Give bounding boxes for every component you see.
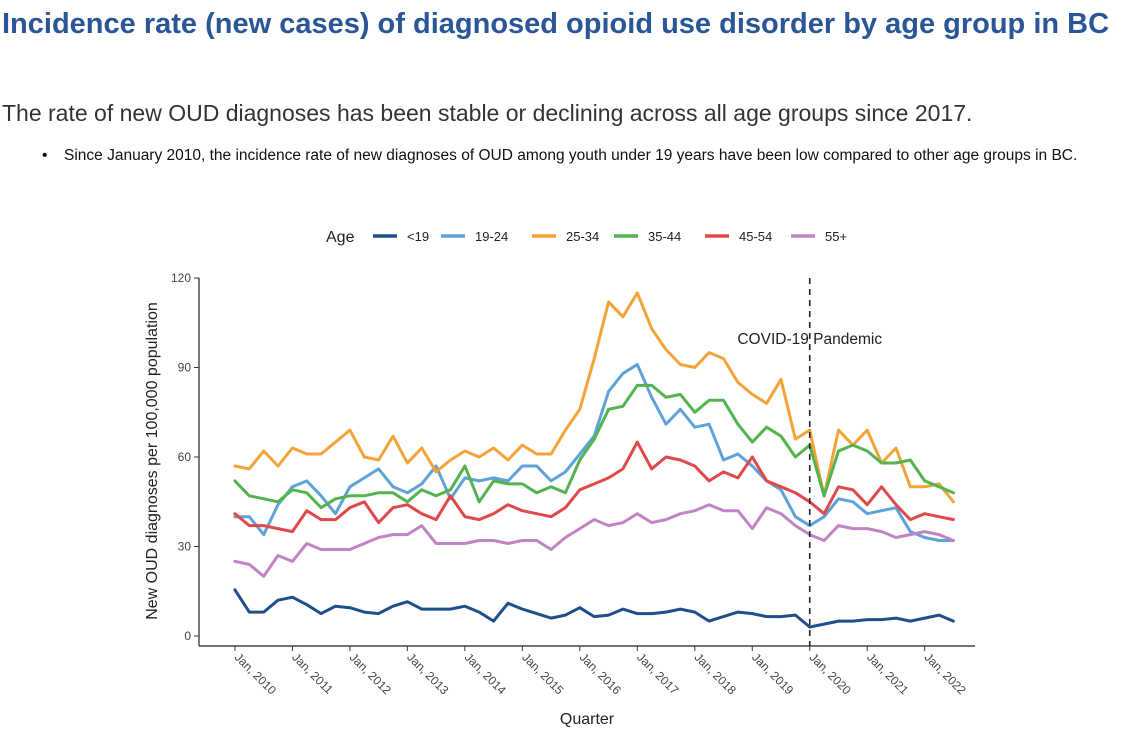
y-axis: 0 30 60 90 120 (171, 271, 200, 646)
x-tick-label: Jan, 2011 (289, 650, 336, 697)
legend-title: Age (326, 229, 355, 246)
bullet-item: • Since January 2010, the incidence rate… (40, 146, 1120, 165)
page-subtitle: The rate of new OUD diagnoses has been s… (2, 100, 973, 126)
x-axis: Jan, 2010 Jan, 2011 Jan, 2012 Jan, 2013 Jan,… (199, 645, 975, 698)
legend-label: 55+ (825, 229, 847, 244)
x-tick-label: Jan, 2016 (577, 650, 624, 697)
page-title: Incidence rate (new cases) of diagnosed … (2, 8, 1110, 40)
legend-label: 19-24 (475, 229, 508, 244)
bullet-glyph: • (42, 147, 48, 164)
legend-label: 25-34 (566, 229, 599, 244)
series-line-4 (233, 440, 955, 534)
x-tick-label: Jan, 2012 (347, 650, 394, 697)
bullet-text: Since January 2010, the incidence rate o… (64, 147, 1078, 164)
y-tick-label: 60 (178, 450, 192, 464)
x-tick-label: Jan, 2013 (404, 650, 451, 697)
series-line-5 (233, 503, 955, 578)
legend-label: <19 (407, 229, 429, 244)
y-tick-label: 0 (184, 629, 191, 643)
x-tick-label: Jan, 2017 (634, 650, 681, 697)
x-tick-label: Jan, 2010 (232, 650, 279, 697)
x-axis-label: Quarter (560, 711, 615, 728)
y-tick-label: 120 (171, 271, 191, 285)
legend-label: 35-44 (648, 229, 681, 244)
y-tick-label: 90 (178, 361, 192, 375)
series-line-2 (233, 291, 955, 504)
x-tick-label: Jan, 2015 (519, 650, 566, 697)
x-tick-label: Jan, 2018 (692, 650, 739, 697)
series-line-0 (233, 588, 955, 629)
x-tick-label: Jan, 2021 (864, 650, 911, 697)
covid-annotation-label: COVID-19 Pandemic (737, 331, 882, 348)
series-lines (233, 291, 955, 629)
x-tick-label: Jan, 2019 (749, 650, 796, 697)
x-tick-label: Jan, 2014 (462, 650, 509, 697)
x-tick-label: Jan, 2020 (807, 650, 854, 697)
y-tick-label: 30 (178, 540, 192, 554)
bullet-list: • Since January 2010, the incidence rate… (40, 146, 1120, 165)
series-line-3 (233, 383, 955, 510)
x-tick-label: Jan, 2022 (922, 650, 969, 697)
y-axis-label: New OUD diagnoses per 100,000 population (144, 302, 161, 620)
legend-label: 45-54 (739, 229, 772, 244)
covid-annotation: COVID-19 Pandemic (737, 278, 882, 646)
legend: Age <19 19-24 25-34 35-44 45-54 55+ (326, 229, 847, 246)
